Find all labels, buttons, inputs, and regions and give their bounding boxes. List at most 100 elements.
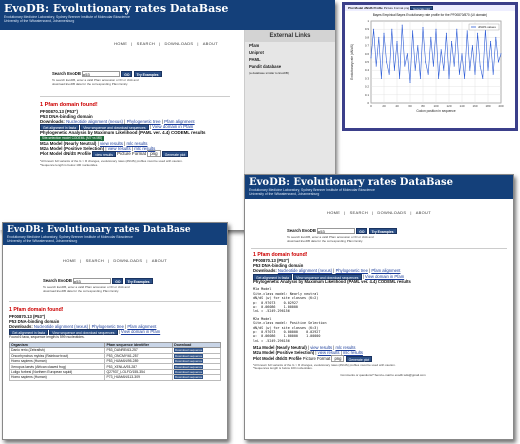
plot-format-label: Picture Format [383,6,404,10]
m1a-row-3: M1a Model (Nearly Neutral) | view result… [253,345,356,351]
nav-search-3[interactable]: SEARCH [349,210,369,215]
download-nexus-3[interactable]: Nucleotide alignment (nexus) [277,267,333,273]
note-2: *Sequence length is below 100 nucleotide… [40,162,99,167]
nav-search-2[interactable]: SEARCH [85,258,105,263]
data-point [412,30,414,32]
hint3-line-1: To search EvoDB, enter a valid Pfam acce… [287,235,374,239]
download-sequence-button[interactable]: Download sequence [174,364,204,369]
download-tree[interactable]: Phylogenetic tree [126,119,161,125]
m2a-view[interactable]: view results [107,146,131,152]
generate-plot-button-3[interactable]: Generate plot [345,355,373,362]
site-title: EvoDB: Evolutionary rates DataBase [4,2,229,15]
link-paml[interactable]: PAML [249,57,261,62]
format-select-3[interactable]: png [331,354,345,362]
m1a-view-3[interactable]: view results [310,345,333,351]
link-pandit[interactable]: Pandit database [249,64,282,69]
pfam-link[interactable]: View domain in Pfam [152,124,194,130]
y-tick-label: 0.6 [365,52,370,56]
data-point [466,30,468,32]
try-examples-button[interactable]: Try Examples [133,71,162,77]
nav-search[interactable]: SEARCH [136,41,156,46]
data-point [422,27,424,29]
identifier-cell: P73_HUMAN/113-309 [104,374,174,381]
pfam-accession: PF00870.13 (P53") [40,109,78,115]
m2a-mlc[interactable]: mlc results [134,146,156,152]
view-row-2: Get alignment in fasta View sequence and… [9,329,227,336]
download-sequence-button[interactable]: Download sequence [174,353,204,358]
m1a-view[interactable]: view results [99,141,123,147]
link-uniprot[interactable]: Uniprot [249,50,264,55]
data-point [438,77,440,79]
link-pfam[interactable]: Pfam [249,43,260,48]
y-tick-label: 0.2 [365,85,370,89]
search-input-3[interactable] [317,228,356,234]
generate-plot-button[interactable]: Generate plot [161,151,189,158]
data-point [456,28,458,30]
main-nav: HOME | SEARCH | DOWNLOADS | ABOUT [114,41,218,46]
data-point [391,28,393,30]
results-found-3: 1 Pfam domain found! [253,252,308,259]
download-sequence-button[interactable]: Download sequence [174,375,204,380]
download-sequence-button[interactable]: Download sequence [174,359,204,364]
try-examples-button-2[interactable]: Try Examples [124,278,153,284]
download-pfam-2[interactable]: Pfam alignment [127,324,157,330]
go-button-3[interactable]: GO [356,228,368,234]
download-tree-2[interactable]: Phylogenetic tree [91,324,124,330]
download-sequence-button[interactable]: Download sequence [174,348,204,353]
data-point [386,61,388,63]
view-sequences-button-2[interactable]: View sequence and download sequences [49,329,118,336]
organism-cell: Homo sapiens (Human) [8,374,106,381]
download-pfam-3[interactable]: Pfam alignment [371,267,401,273]
site-model-bar[interactable]: Site-selection model CODEML (M7 vs M8) [40,136,104,142]
download-nexus[interactable]: Nucleotide alignment (nexus) [66,119,123,125]
go-button-2[interactable]: GO [112,278,124,284]
download-pfam[interactable]: Pfam alignment [164,119,195,125]
data-point [435,28,437,30]
search-input[interactable] [82,71,121,77]
note-2-3: *Sequences length is below 100 nucleotid… [253,366,313,371]
view-sequences-button-3[interactable]: View sequence and download sequences [293,273,362,280]
nav-home[interactable]: HOME [114,41,128,46]
plot-view[interactable]: view results [92,151,116,158]
pfam-link-3[interactable]: View domain in Pfam [364,273,405,279]
nav-about-3[interactable]: ABOUT [415,210,431,215]
nav-home-2[interactable]: HOME [63,258,77,263]
format-select[interactable]: png [147,150,161,158]
nav-home-3[interactable]: HOME [327,210,341,215]
download-nexus-2[interactable]: Nucleotide alignment (nexus) [33,324,89,330]
table-row: Homo sapiens (Human) P73_HUMAN/113-309 Dow… [8,374,221,381]
data-point [425,61,427,63]
m1a-mlc[interactable]: mlc results [126,141,148,147]
data-point [399,77,401,79]
table-row: Xenopus laevis (African clawed frog) P53_… [8,363,221,370]
x-tick-label: 100 [433,104,438,108]
m2-line: p: 0.97073 0.00000 0.02927 [253,330,321,335]
m1-line: Site-class model: Nearly neutral [253,291,319,296]
nav-downloads[interactable]: DOWNLOADS [164,41,194,46]
legend-box [468,23,500,31]
nav-about-2[interactable]: ABOUT [151,258,167,263]
search-input-2[interactable] [73,278,112,284]
nav-about[interactable]: ABOUT [202,41,218,46]
plot-title: Bayes Empirical Bayes Evolutionary rate … [372,13,488,18]
pfam-accession-3: PF00870.13 (P53") [253,258,290,264]
pfam-link-2[interactable]: View domain in Pfam [120,329,161,335]
download-sequence-button[interactable]: Download sequence [174,369,204,374]
plot-label: Plot Model dN/dS Profile [40,151,91,157]
plot-format-select[interactable]: png [404,6,410,10]
go-button[interactable]: GO [121,71,133,77]
nav-downloads-3[interactable]: DOWNLOADS [377,210,407,215]
nav-downloads-2[interactable]: DOWNLOADS [113,258,143,263]
m1a-mlc-3[interactable]: mlc results [335,345,356,351]
pfam-accession-2: PF00870.13 (P53") [9,314,46,320]
plot-generate-button[interactable]: Generate plot [410,6,434,11]
search-label-3: Search EvoDB [287,228,316,234]
try-examples-button-3[interactable]: Try Examples [368,228,397,234]
data-point [388,73,390,75]
plot-label-3: Plot Model dN/dS Profile [253,355,302,361]
data-point [492,73,494,75]
m2a-view-3[interactable]: view results [317,350,340,356]
download-tree-3[interactable]: Phylogenetic tree [335,267,368,273]
downloads-label: Downloads: [40,119,65,125]
m2a-mlc-3[interactable]: mlc results [342,350,363,356]
